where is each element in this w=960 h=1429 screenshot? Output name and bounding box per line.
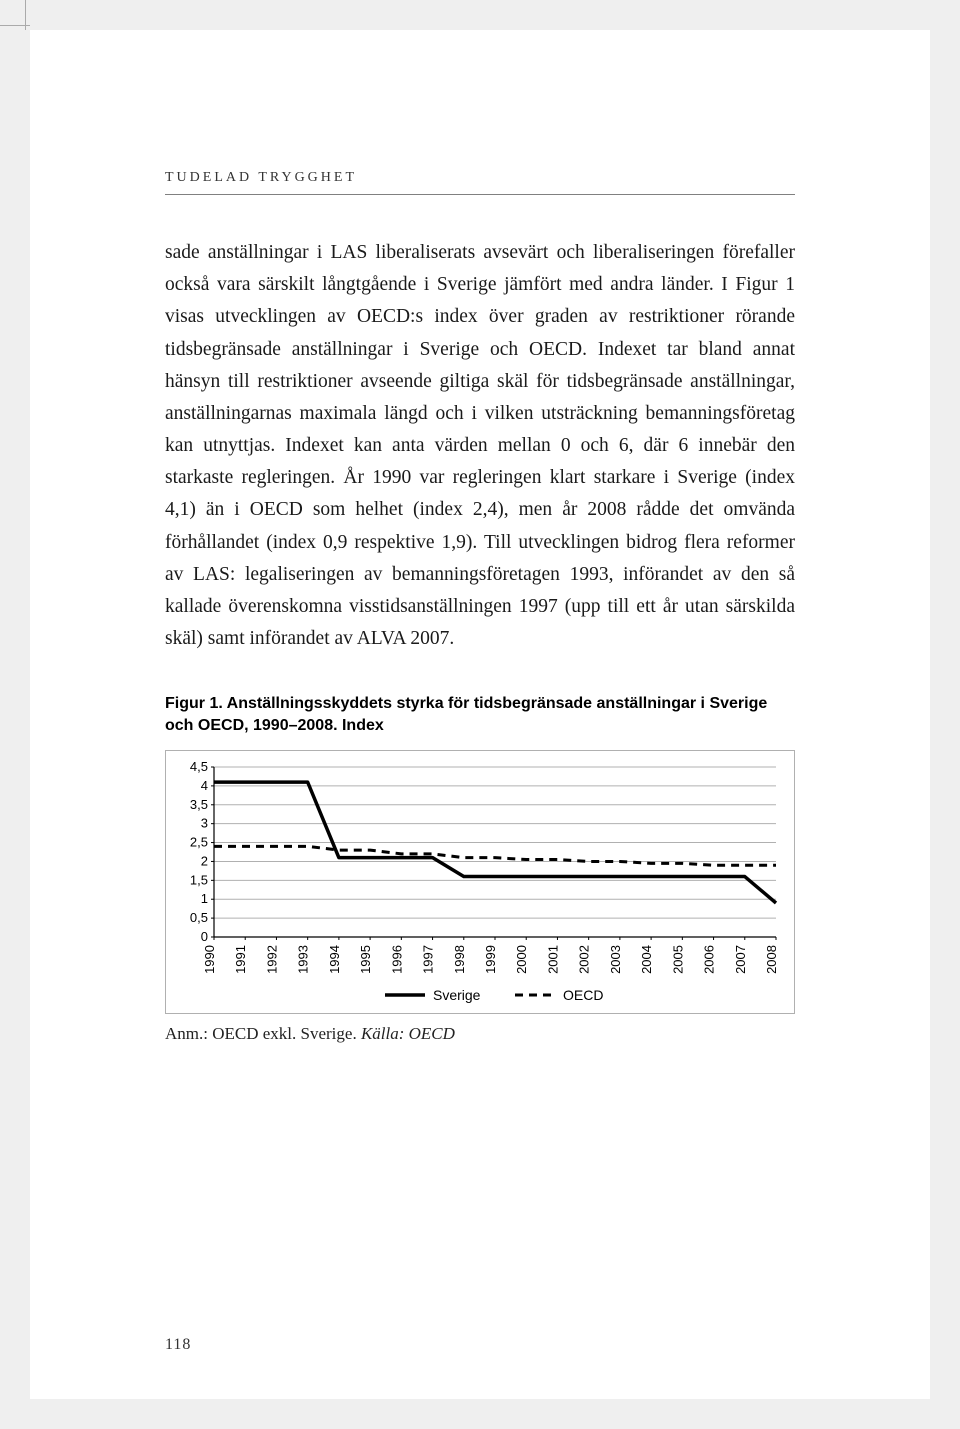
svg-text:1997: 1997	[421, 945, 436, 974]
svg-text:2001: 2001	[545, 945, 560, 974]
svg-text:2: 2	[201, 854, 208, 869]
line-chart-svg: 0 0,5 1 1,5 2 2,5 3 3,5 4 4,5 1990 1991 1992 1993 1994…	[170, 757, 790, 1007]
caption-note: Anm.: OECD exkl. Sverige.	[165, 1024, 361, 1043]
svg-text:0: 0	[201, 929, 208, 944]
svg-text:2000: 2000	[514, 945, 529, 974]
svg-text:Sverige: Sverige	[433, 987, 481, 1003]
svg-text:2006: 2006	[702, 945, 717, 974]
svg-text:0,5: 0,5	[190, 911, 208, 926]
svg-text:1996: 1996	[389, 945, 404, 974]
svg-text:OECD: OECD	[563, 987, 603, 1003]
svg-text:1: 1	[201, 892, 208, 907]
head-rule	[165, 194, 795, 195]
svg-text:4: 4	[201, 778, 208, 793]
figure-title: Figur 1. Anställningsskyddets styrka för…	[165, 693, 795, 736]
svg-text:2005: 2005	[670, 945, 685, 974]
svg-text:1990: 1990	[202, 945, 217, 974]
svg-text:2008: 2008	[764, 945, 779, 974]
page-number: 118	[165, 1336, 191, 1354]
svg-text:1994: 1994	[327, 945, 342, 974]
svg-text:1,5: 1,5	[190, 873, 208, 888]
svg-text:2002: 2002	[577, 945, 592, 974]
svg-text:2004: 2004	[639, 945, 654, 974]
running-head: tudelad trygghet	[165, 170, 795, 186]
body-paragraph: sade anställningar i LAS liberaliserats …	[165, 237, 795, 655]
page: tudelad trygghet sade anställningar i LA…	[30, 30, 930, 1399]
svg-text:3: 3	[201, 816, 208, 831]
svg-text:1992: 1992	[264, 945, 279, 974]
svg-text:1998: 1998	[452, 945, 467, 974]
caption-source: Källa: OECD	[361, 1024, 455, 1043]
svg-text:3,5: 3,5	[190, 797, 208, 812]
svg-text:2,5: 2,5	[190, 835, 208, 850]
svg-text:1995: 1995	[358, 945, 373, 974]
svg-text:1993: 1993	[296, 945, 311, 974]
svg-text:2007: 2007	[733, 945, 748, 974]
svg-text:1991: 1991	[233, 945, 248, 974]
figure-caption: Anm.: OECD exkl. Sverige. Källa: OECD	[165, 1024, 795, 1044]
svg-text:2003: 2003	[608, 945, 623, 974]
svg-text:4,5: 4,5	[190, 759, 208, 774]
svg-text:1999: 1999	[483, 945, 498, 974]
figure-chart: 0 0,5 1 1,5 2 2,5 3 3,5 4 4,5 1990 1991 1992 1993 1994…	[165, 750, 795, 1014]
